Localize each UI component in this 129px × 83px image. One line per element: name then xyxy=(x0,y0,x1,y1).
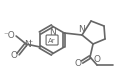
Text: N: N xyxy=(24,40,30,48)
Text: O: O xyxy=(74,59,81,67)
Text: +: + xyxy=(27,39,33,43)
Text: N: N xyxy=(49,28,55,37)
Text: ″: ″ xyxy=(16,53,18,58)
Text: O: O xyxy=(10,50,17,60)
Text: O: O xyxy=(94,55,100,64)
Text: ⁻O: ⁻O xyxy=(3,30,15,40)
Text: Ar: Ar xyxy=(48,38,56,44)
Text: N: N xyxy=(78,25,84,34)
